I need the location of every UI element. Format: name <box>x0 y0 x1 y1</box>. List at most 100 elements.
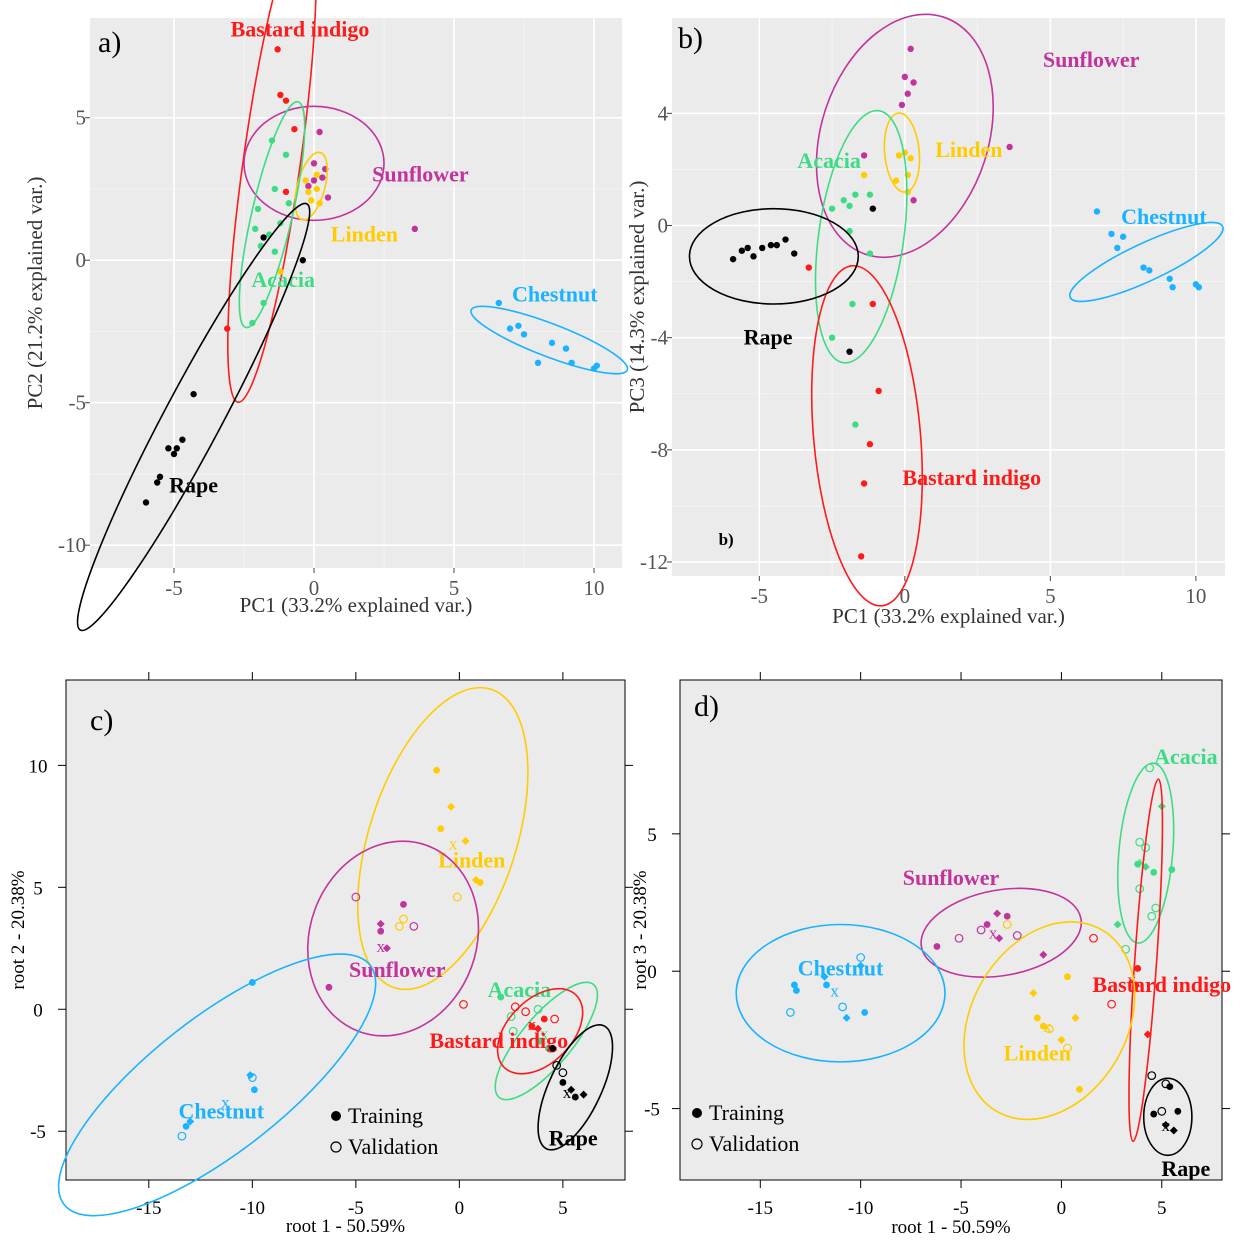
validation-point-chestnut <box>838 1002 847 1012</box>
validation-point-linden <box>1002 920 1012 929</box>
y-tick-label: -5 <box>30 1122 46 1143</box>
training-point-linden <box>433 766 440 774</box>
centroid-acacia: x <box>540 1025 549 1044</box>
label-rape: Rape <box>744 325 793 350</box>
point-bastard-indigo <box>860 480 868 487</box>
legend-training-label: Training <box>709 1100 784 1125</box>
point-acacia <box>828 334 836 341</box>
validation-point-linden <box>1044 1024 1054 1034</box>
y-tick-label: 5 <box>647 825 657 846</box>
y-tick-label: 5 <box>76 106 87 130</box>
point-rape <box>299 257 306 264</box>
ellipse-bastard-indigo <box>810 264 924 607</box>
centroid-linden: x <box>449 834 458 853</box>
centroid-sunflower: x <box>376 937 385 956</box>
point-sunflower <box>901 73 909 81</box>
x-tick-label: 10 <box>584 576 605 600</box>
x-tick-label: -10 <box>848 1198 873 1219</box>
x-tick-label: 0 <box>900 584 911 608</box>
point-linden <box>895 152 903 159</box>
group-sunflower: x Sunflower <box>903 865 1083 978</box>
point-bastard-indigo <box>277 91 284 99</box>
training-point-sunflower <box>376 919 385 928</box>
point-bastard-indigo <box>282 97 290 104</box>
training-point-chestnut <box>842 1013 851 1022</box>
ellipse-rape <box>76 202 311 632</box>
validation-point-bastard-indigo <box>459 999 468 1009</box>
point-bastard-indigo <box>875 387 882 395</box>
panel-d: -15 -10 -5 0 5 -5 0 5 root 1 - 50.59% root 3 - 20… <box>630 672 1231 1238</box>
label-bastard-indigo: Bastard indigo <box>429 1028 568 1053</box>
label-sunflower: Sunflower <box>372 162 469 187</box>
ellipse-rape <box>688 207 860 305</box>
legend-training-marker <box>692 1108 702 1118</box>
y-axis-label: root 3 - 20.38% <box>630 870 651 989</box>
training-point-sunflower <box>1003 912 1011 920</box>
point-rape <box>738 247 746 254</box>
group-rape: x Rape <box>537 1024 614 1151</box>
x-axis-label: root 1 - 50.59% <box>286 1216 405 1237</box>
ellipse-acacia <box>1117 762 1175 944</box>
validation-point-bastard-indigo <box>521 1007 531 1017</box>
legend: Training Validation <box>691 1100 799 1156</box>
group-chestnut: Chestnut <box>1068 204 1224 303</box>
point-rape <box>179 436 186 443</box>
label-chestnut: Chestnut <box>512 281 598 306</box>
point-bastard-indigo <box>869 300 877 308</box>
point-sunflower <box>310 177 318 184</box>
training-point-sunflower <box>933 943 941 950</box>
panel-tag: c) <box>90 704 113 737</box>
centroid-rape: x <box>563 1083 572 1102</box>
centroid-sunflower: x <box>989 924 998 943</box>
plot-background <box>90 18 622 568</box>
point-bastard-indigo <box>274 46 281 53</box>
point-sunflower <box>310 160 318 167</box>
label-rape: Rape <box>1161 1156 1210 1181</box>
point-rape <box>190 390 197 398</box>
validation-point-bastard-indigo <box>510 1002 520 1012</box>
training-point-chestnut <box>856 961 865 970</box>
point-sunflower <box>319 174 326 181</box>
point-rape <box>744 244 751 252</box>
ellipse-rape <box>537 1024 614 1151</box>
point-sunflower <box>324 194 332 201</box>
panel-c: -15 -10 -5 0 5 -5 0 5 10 root 1 - 50.59% root 2 - … <box>8 672 633 1237</box>
validation-point-rape <box>558 1068 568 1078</box>
plot-background <box>672 18 1225 576</box>
point-linden <box>305 188 312 196</box>
centroid-bastard-indigo: x <box>528 1015 537 1034</box>
point-rape <box>165 445 172 452</box>
validation-point-acacia <box>506 1012 516 1021</box>
y-axis-label: PC2 (21.2% explained var.) <box>23 177 47 410</box>
training-point-bastard-indigo <box>1143 1030 1152 1039</box>
point-rape <box>170 450 178 458</box>
label-sunflower: Sunflower <box>349 957 446 982</box>
point-chestnut <box>1166 275 1173 282</box>
training-point-linden <box>447 802 456 811</box>
ellipse-sunflower <box>920 887 1083 978</box>
centroid-acacia: x <box>1137 852 1146 871</box>
validation-point-rape <box>552 1060 562 1070</box>
point-acacia <box>260 299 267 307</box>
x-tick-label: 10 <box>1185 584 1206 608</box>
point-chestnut <box>548 339 556 347</box>
point-acacia <box>271 248 278 255</box>
point-chestnut <box>1169 283 1176 291</box>
point-chestnut <box>1119 233 1127 240</box>
training-point-rape <box>549 1044 556 1052</box>
y-tick-label: -4 <box>651 326 669 350</box>
training-point-chestnut <box>182 1122 190 1130</box>
training-point-acacia <box>497 993 505 1001</box>
group-acacia: Acacia <box>238 100 315 329</box>
x-tick-label: -15 <box>748 1198 773 1219</box>
point-chestnut <box>1114 244 1121 252</box>
point-sunflower <box>305 182 312 190</box>
training-point-rape <box>571 1093 579 1101</box>
validation-point-chestnut <box>247 1073 257 1082</box>
point-rape <box>156 473 164 481</box>
x-tick-label: -5 <box>348 1198 364 1219</box>
